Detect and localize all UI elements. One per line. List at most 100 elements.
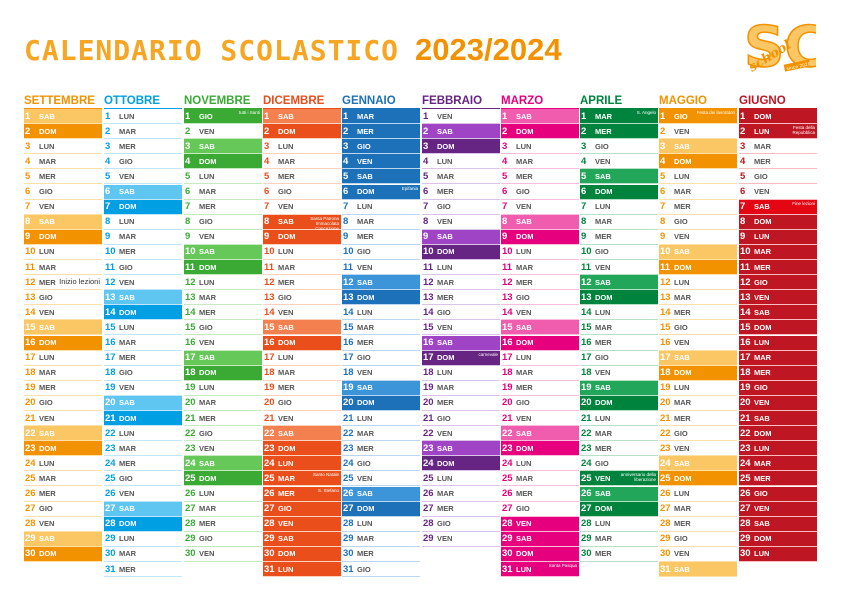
day-weekday: LUN bbox=[278, 353, 294, 363]
day-row: 1 DOM bbox=[739, 109, 817, 124]
day-number: 3 bbox=[105, 140, 111, 152]
day-number: 13 bbox=[502, 291, 513, 303]
day-weekday: VEN bbox=[437, 428, 453, 438]
day-row: 19 LUN bbox=[659, 380, 737, 396]
day-weekday: MER bbox=[674, 413, 691, 423]
day-number: 20 bbox=[343, 397, 354, 409]
day-row: 18 VEN bbox=[342, 365, 420, 381]
day-row: 21 LUN bbox=[580, 411, 658, 426]
day-weekday: DOM bbox=[119, 202, 137, 212]
day-number: 1 bbox=[25, 110, 31, 122]
day-weekday: MAR bbox=[357, 428, 375, 438]
day-weekday: SAB bbox=[199, 458, 215, 468]
day-weekday: GIO bbox=[119, 156, 133, 166]
day-weekday: LUN bbox=[119, 534, 135, 544]
month-underline bbox=[184, 108, 262, 109]
day-number: 28 bbox=[343, 518, 354, 530]
day-weekday: MER bbox=[119, 564, 136, 574]
day-number: 20 bbox=[660, 397, 671, 409]
day-number: 11 bbox=[25, 261, 36, 273]
day-number: 19 bbox=[581, 382, 592, 394]
day-row: 14 GIO bbox=[422, 305, 500, 321]
day-weekday: MER bbox=[199, 413, 216, 423]
day-row: 22 LUN bbox=[104, 426, 182, 442]
day-row: 31 LUN bbox=[263, 562, 341, 577]
day-row: 17 GIO bbox=[342, 350, 420, 366]
day-number: 5 bbox=[343, 170, 349, 182]
day-row: 1 SAB bbox=[263, 109, 341, 124]
day-row: 7 VEN bbox=[24, 199, 102, 215]
day-row: 14 DOM bbox=[104, 305, 182, 321]
day-note: Santo Natale bbox=[312, 472, 339, 478]
day-number: 4 bbox=[185, 155, 191, 167]
day-row: 5 SAB bbox=[342, 169, 420, 185]
day-weekday: LUN bbox=[674, 171, 690, 181]
day-weekday: VEN bbox=[199, 443, 215, 453]
day-number: 16 bbox=[581, 337, 592, 348]
day-row: 15 SAB bbox=[501, 320, 579, 336]
day-weekday: DOM bbox=[357, 398, 375, 408]
day-weekday: VEN bbox=[754, 292, 770, 302]
day-number: 13 bbox=[105, 291, 116, 303]
day-row: 21 VEN bbox=[263, 411, 341, 426]
day-number: 29 bbox=[502, 533, 513, 545]
day-number: 21 bbox=[581, 412, 592, 424]
day-number: 17 bbox=[502, 352, 513, 364]
day-number: 14 bbox=[502, 306, 513, 318]
day-row: 11 GIO bbox=[104, 260, 182, 275]
day-row: 21 MER bbox=[659, 411, 737, 426]
day-row: 23 SAB bbox=[422, 441, 500, 457]
day-row: 23 MAR bbox=[104, 441, 182, 457]
day-number: 2 bbox=[423, 125, 429, 137]
day-row: 28 SAB bbox=[739, 516, 817, 532]
day-weekday: MER bbox=[437, 398, 454, 408]
day-number: 22 bbox=[423, 427, 434, 439]
day-number: 13 bbox=[264, 291, 275, 303]
day-number: 4 bbox=[660, 155, 666, 167]
day-number: 15 bbox=[423, 321, 434, 333]
day-row: 23 DOM bbox=[263, 441, 341, 457]
day-number: 1 bbox=[185, 110, 191, 122]
day-weekday: MAR bbox=[119, 549, 137, 559]
day-row: 20 SAB bbox=[104, 395, 182, 411]
day-row: 6 SAB bbox=[104, 184, 182, 200]
day-weekday: GIO bbox=[516, 292, 530, 302]
day-row: 22 MAR bbox=[580, 426, 658, 442]
day-weekday: MER bbox=[754, 368, 771, 378]
day-number: 28 bbox=[423, 518, 434, 530]
day-weekday: DOM bbox=[754, 217, 772, 227]
day-number: 31 bbox=[105, 563, 116, 575]
day-number: 20 bbox=[423, 397, 434, 409]
day-row: 21 VEN bbox=[24, 411, 102, 426]
day-number: 2 bbox=[660, 125, 666, 137]
day-row: 21 MER bbox=[184, 411, 262, 426]
day-number: 21 bbox=[105, 412, 116, 424]
day-weekday: VEN bbox=[357, 368, 373, 378]
day-weekday: LUN bbox=[754, 338, 770, 347]
day-weekday: LUN bbox=[516, 458, 532, 468]
day-number: 17 bbox=[264, 352, 275, 364]
day-number: 12 bbox=[423, 276, 434, 288]
day-weekday: VEN bbox=[278, 519, 294, 529]
day-note: Santa Patrona Immacolata Concezione bbox=[310, 215, 339, 231]
day-row: 7 VEN bbox=[501, 199, 579, 215]
day-weekday: VEN bbox=[516, 202, 532, 212]
day-row: 25 DOM bbox=[184, 471, 262, 487]
day-weekday: LUN bbox=[119, 111, 135, 121]
day-weekday: MAR bbox=[119, 443, 137, 453]
day-weekday: MAR bbox=[199, 504, 217, 514]
day-weekday: MER bbox=[516, 489, 533, 498]
day-weekday: LUN bbox=[754, 126, 770, 136]
day-weekday: MAR bbox=[516, 473, 534, 483]
day-number: 24 bbox=[343, 457, 354, 469]
day-weekday: GIO bbox=[278, 187, 292, 196]
day-row: 19 MER bbox=[263, 380, 341, 396]
day-row: 13 GIO bbox=[24, 290, 102, 306]
day-number: 18 bbox=[343, 367, 354, 379]
day-row: 8 MAR bbox=[342, 214, 420, 230]
day-row: 7 DOM bbox=[104, 199, 182, 215]
day-number: 22 bbox=[25, 427, 36, 439]
day-number: 25 bbox=[740, 472, 751, 484]
day-row: 14 MER bbox=[184, 305, 262, 321]
day-number: 20 bbox=[502, 397, 513, 409]
